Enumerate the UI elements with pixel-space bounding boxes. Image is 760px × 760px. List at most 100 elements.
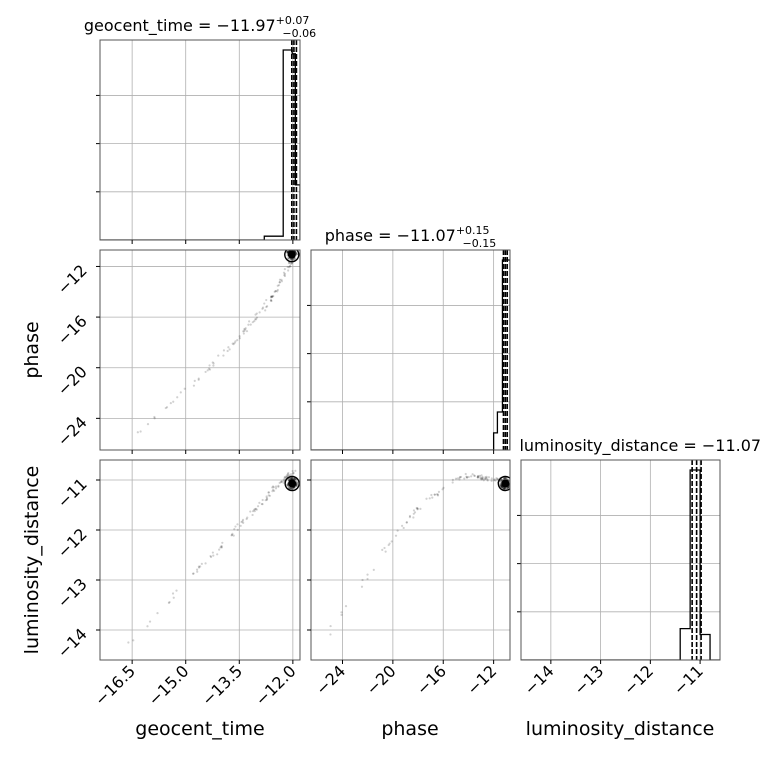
x-axis-geocent_time: −16.5 −15.0 −13.5 −12.0 <box>91 240 300 709</box>
sample-point <box>481 476 484 479</box>
sample-point <box>164 406 167 410</box>
sample-point <box>193 379 196 382</box>
sample-point <box>435 493 439 496</box>
sample-point <box>288 474 291 477</box>
sample-point <box>480 477 484 480</box>
x-tick-label: −15.0 <box>144 661 192 709</box>
x-tick-label: −13 <box>570 661 607 698</box>
sample-point <box>167 601 171 604</box>
x-tick-label: −14 <box>520 661 557 698</box>
title-main: phase = −11.07 <box>325 226 456 245</box>
sample-point <box>272 294 275 298</box>
panel-diag_lumdist: luminosity_distance = −11.07+0.09−0.08 <box>517 436 760 661</box>
sample-point <box>383 546 386 550</box>
sample-point <box>360 585 364 588</box>
sample-point <box>442 486 445 489</box>
sample-point <box>278 281 281 284</box>
sample-point <box>436 493 439 496</box>
sample-point <box>366 577 369 581</box>
sample-point <box>243 327 246 331</box>
sample-point <box>248 320 251 323</box>
sample-point <box>484 476 487 479</box>
sample-point <box>240 520 243 524</box>
sample-point <box>179 391 182 394</box>
sample-point <box>238 335 241 338</box>
sample-point <box>289 473 293 476</box>
sample-point <box>366 573 369 576</box>
sample-point <box>207 367 211 370</box>
sample-point <box>204 370 207 374</box>
sample-point <box>481 477 485 481</box>
sample-point <box>265 497 269 501</box>
sample-point <box>451 478 454 481</box>
sample-point <box>484 477 487 480</box>
sample-point <box>270 299 273 303</box>
sample-point <box>388 542 391 545</box>
x-tick-label: −16.5 <box>91 661 139 709</box>
sample-point <box>500 486 503 489</box>
sample-point <box>265 496 268 499</box>
sample-point <box>264 309 267 312</box>
sample-point <box>289 486 293 490</box>
title-lower: −0.15 <box>463 237 497 250</box>
sample-point <box>486 479 489 482</box>
sample-point <box>209 555 213 559</box>
sample-point <box>482 479 485 482</box>
y-tick-label: −13 <box>54 574 91 611</box>
diag_geocent-grid <box>96 40 300 240</box>
sample-point <box>288 264 292 268</box>
sample-point <box>416 508 419 511</box>
sample-point <box>412 512 415 515</box>
sample-point <box>265 305 268 309</box>
sample-point <box>282 479 286 482</box>
sample-point <box>290 487 293 491</box>
sample-point <box>465 476 469 479</box>
phase_vs_geocent-grid <box>100 250 300 450</box>
phase_vs_geocent-samples <box>136 250 300 434</box>
sample-point <box>211 551 214 554</box>
sample-point <box>268 494 272 497</box>
sample-point <box>220 545 223 549</box>
sample-point <box>471 473 474 476</box>
sample-point <box>217 354 220 357</box>
sample-point <box>261 503 264 506</box>
x-label-phase: phase <box>381 718 438 740</box>
sample-point <box>212 362 215 365</box>
sample-point <box>340 613 343 616</box>
sample-point <box>295 483 299 486</box>
sample-point <box>172 400 175 403</box>
sample-point <box>504 477 507 480</box>
diag_geocent-title: geocent_time = −11.97+0.07 −0.06 <box>84 14 316 40</box>
sample-point <box>255 316 259 319</box>
title-upper: +0.15 <box>456 224 490 237</box>
title-upper: +0.07 <box>276 14 310 27</box>
sample-point <box>401 524 404 527</box>
sample-point <box>255 508 258 511</box>
sample-point <box>494 479 497 482</box>
sample-point <box>282 481 285 484</box>
sample-point <box>285 475 288 478</box>
sample-point <box>381 548 384 551</box>
sample-point <box>458 478 461 481</box>
sample-point <box>430 493 433 497</box>
sample-point <box>274 487 278 490</box>
x-tick-label: −12 <box>463 661 500 698</box>
sample-point <box>286 265 289 269</box>
sample-point <box>191 572 195 575</box>
sample-point <box>197 377 200 380</box>
sample-point <box>238 337 241 340</box>
sample-point <box>242 332 245 335</box>
sample-point <box>269 298 273 302</box>
sample-point <box>282 478 285 481</box>
sample-point <box>276 284 279 287</box>
sample-point <box>286 483 289 487</box>
sample-point <box>241 518 245 521</box>
sample-point <box>294 469 297 472</box>
y-label-luminosity-distance: luminosity_distance <box>21 466 43 655</box>
sample-point <box>287 269 290 272</box>
sample-point <box>253 510 256 513</box>
sample-point <box>236 528 239 531</box>
sample-point <box>329 624 332 628</box>
sample-point <box>293 257 296 260</box>
sample-point <box>169 402 172 405</box>
